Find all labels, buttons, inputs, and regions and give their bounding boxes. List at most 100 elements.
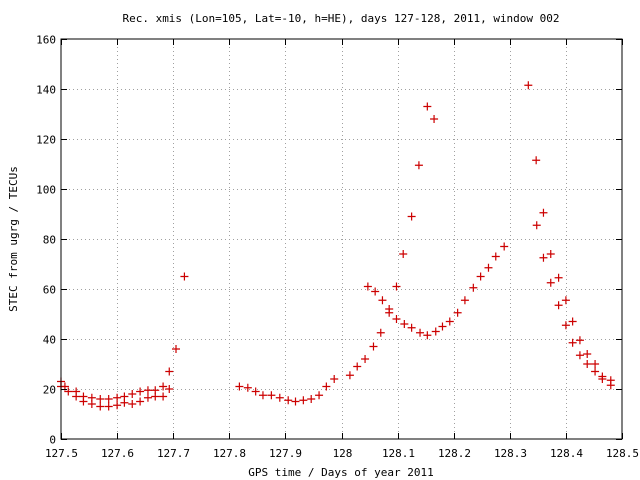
data-point [399,250,408,258]
data-point [330,375,339,383]
data-point [392,282,401,291]
data-point [583,360,592,368]
data-point [423,331,432,340]
data-point [165,367,174,376]
data-point [322,382,331,391]
data-point [165,385,174,393]
y-tick-label: 80 [43,234,56,247]
data-point [539,208,548,217]
data-point [575,336,584,345]
data-point [120,398,129,407]
data-point [385,308,394,317]
data-point [299,396,308,405]
data-point [353,362,362,371]
data-point [243,383,252,392]
data-point [104,402,113,411]
data-point [96,395,105,403]
data-point [378,296,387,305]
x-axis-label: GPS time / Days of year 2011 [248,466,433,479]
x-tick-label: 128.5 [606,447,639,460]
data-point [96,402,105,411]
x-tick-label: 128.1 [382,447,415,460]
data-point [591,360,600,368]
data-point [369,342,378,351]
y-tick-label: 120 [36,134,56,147]
data-point [407,212,416,221]
data-point [361,355,370,363]
data-point [524,81,533,90]
data-point [267,391,276,400]
data-point [376,328,385,337]
data-point [79,397,88,406]
data-point [235,382,244,391]
data-point [431,327,440,336]
y-tick-label: 20 [43,384,56,397]
data-point [554,301,563,310]
data-point [568,317,577,326]
data-point [275,393,284,402]
y-tick-label: 40 [43,334,56,347]
data-point [491,252,500,261]
data-point [445,317,454,326]
data-point [159,392,168,401]
data-points [57,81,615,411]
data-point [159,382,168,391]
data-point [143,386,152,395]
data-point [469,283,478,292]
grid [61,39,622,439]
data-point [392,315,401,323]
data-point [113,401,122,410]
data-point [172,345,181,353]
data-point [258,391,267,400]
axis-ticks [61,39,623,440]
data-point [476,272,485,281]
data-point [284,396,293,405]
data-point [423,102,432,111]
y-tick-label: 140 [36,84,56,97]
x-tick-label: 128.2 [438,447,471,460]
data-point [251,387,260,396]
data-point [291,397,300,406]
x-tick-label: 127.7 [157,447,190,460]
data-point [416,328,425,337]
data-point [400,320,409,328]
data-point [345,371,354,380]
x-tick-label: 128.4 [550,447,583,460]
data-point [561,321,570,330]
y-tick-label: 100 [36,184,56,197]
data-point [104,395,113,403]
data-point [500,242,509,251]
x-tick-label: 127.6 [101,447,134,460]
y-tick-label: 60 [43,284,56,297]
data-point [128,400,137,408]
y-axis-label: STEC from ugrg / TECUs [7,166,20,312]
data-point [151,392,160,401]
data-point [598,375,607,383]
chart-title: Rec. xmis (Lon=105, Lat=-10, h=HE), days… [122,12,559,25]
data-point [414,161,423,170]
x-tick-labels: 127.5 127.6 127.7 127.8 127.9 128 128.1 128.2 12… [45,447,639,460]
data-point [407,323,416,332]
data-point [430,115,439,123]
data-point [561,296,570,305]
y-tick-labels: 0 20 40 60 80 100 120 140 160 [36,34,56,447]
data-point [532,221,541,230]
data-point [539,253,548,262]
x-tick-label: 127.9 [269,447,302,460]
x-tick-label: 128.3 [494,447,527,460]
data-point [575,351,584,360]
data-point [546,250,555,258]
data-point [438,322,447,331]
x-tick-label: 128 [333,447,353,460]
data-point [87,400,96,408]
data-point [591,367,600,376]
data-point [554,273,563,282]
x-tick-label: 127.8 [213,447,246,460]
y-tick-label: 160 [36,34,56,47]
data-point [136,387,145,396]
data-point [363,282,372,291]
data-point [143,393,152,402]
data-point [64,387,73,396]
data-point [453,308,462,317]
